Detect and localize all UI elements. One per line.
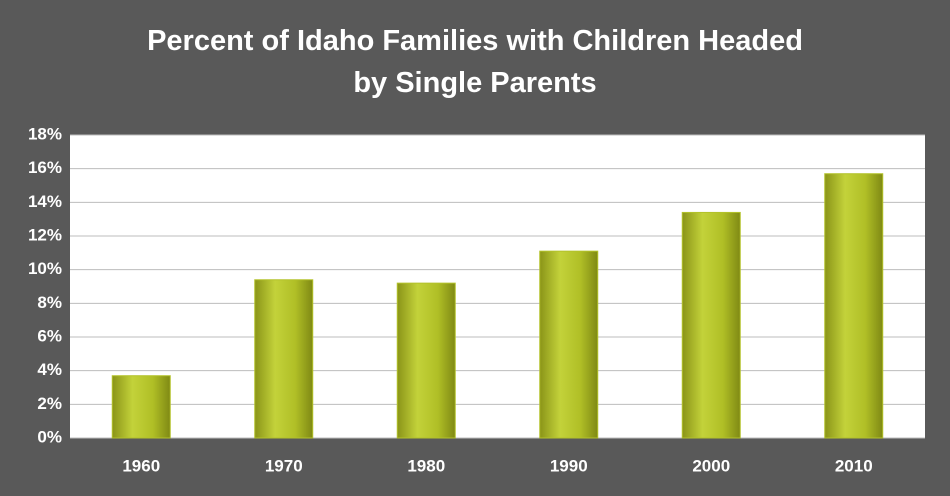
y-tick-label: 18%	[28, 124, 62, 143]
bar	[254, 279, 314, 439]
bar	[396, 282, 456, 439]
y-tick-label: 14%	[28, 192, 62, 211]
y-tick-label: 6%	[37, 326, 62, 345]
bar	[681, 211, 741, 439]
bar	[539, 250, 599, 439]
x-tick-label: 1960	[122, 456, 160, 475]
x-tick-label: 2000	[692, 456, 730, 475]
x-tick-label: 1990	[550, 456, 588, 475]
x-tick-label: 1980	[407, 456, 445, 475]
y-tick-label: 10%	[28, 259, 62, 278]
y-tick-label: 4%	[37, 360, 62, 379]
y-tick-label: 8%	[37, 293, 62, 312]
x-tick-label: 1970	[265, 456, 303, 475]
x-tick-label: 2010	[835, 456, 873, 475]
plot-area	[70, 135, 925, 438]
y-tick-label: 16%	[28, 158, 62, 177]
y-tick-label: 0%	[37, 427, 62, 446]
y-tick-label: 12%	[28, 225, 62, 244]
bar	[111, 375, 171, 439]
y-tick-label: 2%	[37, 394, 62, 413]
bar	[824, 173, 884, 439]
chart-title: Percent of Idaho Families with Children …	[147, 25, 803, 99]
